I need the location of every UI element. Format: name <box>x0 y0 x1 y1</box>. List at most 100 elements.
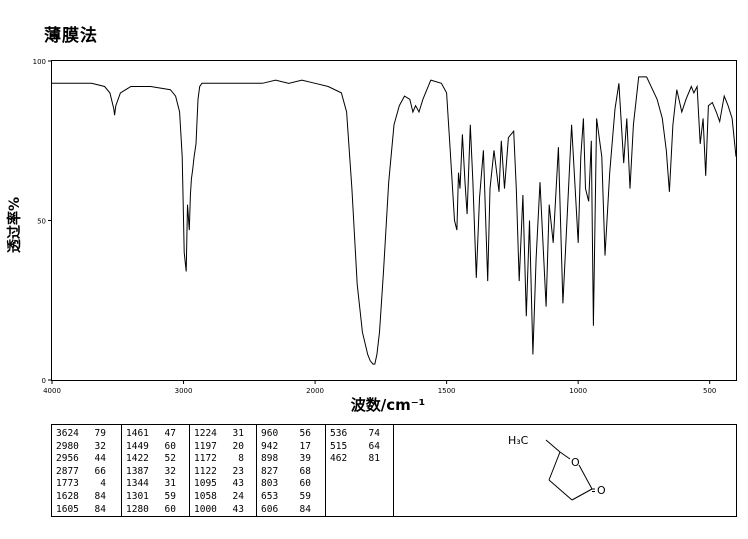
peak-table-column: 1461 47 1449 60 1422 52 1387 32 1344 31 1301 59 1280… <box>122 425 190 516</box>
peak-row: 1122 23 <box>194 466 256 479</box>
peak-row: 1387 32 <box>126 466 189 479</box>
peak-transmittance: 84 <box>94 503 106 515</box>
peak-transmittance: 44 <box>94 453 106 465</box>
peak-transmittance: 32 <box>94 440 106 452</box>
x-axis-ticks: 4000 3000 2000 1500 1000 500 <box>43 380 716 395</box>
peak-row: 942 17 <box>261 441 325 454</box>
peak-wavenumber: 1280 <box>126 503 149 515</box>
peak-transmittance: 79 <box>94 428 106 439</box>
peak-row: 1095 43 <box>194 478 256 491</box>
peak-wavenumber: 1449 <box>126 440 149 452</box>
peak-wavenumber: 515 <box>330 440 348 452</box>
peak-transmittance: 39 <box>299 453 311 465</box>
peak-transmittance: 84 <box>94 490 106 502</box>
peak-row: 653 59 <box>261 491 325 504</box>
peak-row: 2877 66 <box>56 466 121 479</box>
peak-row: 1280 60 <box>126 504 189 517</box>
peak-table-column: 960 56 942 17 898 39 827 68 803 60 653 59 606 84 <box>257 425 326 516</box>
carbonyl-oxygen-label: O <box>597 484 606 497</box>
peak-row: 462 81 <box>330 453 393 466</box>
peak-table: 3624 79 2980 32 2956 44 2877 66 1773 4 1628 84 1605 8… <box>51 424 737 517</box>
peak-transmittance: 60 <box>164 503 176 515</box>
peak-transmittance: 52 <box>164 453 176 465</box>
peak-wavenumber: 1773 <box>56 478 79 490</box>
methyl-label: H₃C <box>508 434 529 447</box>
peak-wavenumber: 1628 <box>56 490 79 502</box>
peak-row: 515 64 <box>330 441 393 454</box>
peak-row: 1344 31 <box>126 478 189 491</box>
ring-oxygen-label: O <box>571 456 580 469</box>
peak-wavenumber: 3624 <box>56 428 79 439</box>
peak-transmittance: 43 <box>232 503 244 515</box>
peak-transmittance: 31 <box>232 428 244 439</box>
peak-row: 898 39 <box>261 453 325 466</box>
peak-wavenumber: 1422 <box>126 453 149 465</box>
transmittance-curve <box>52 76 737 365</box>
peak-transmittance: 31 <box>164 478 176 490</box>
x-tick-label: 1000 <box>569 387 587 395</box>
peak-wavenumber: 1197 <box>194 440 217 452</box>
peak-transmittance: 60 <box>164 440 176 452</box>
peak-row: 1197 20 <box>194 441 256 454</box>
peak-row: 1000 43 <box>194 504 256 517</box>
x-axis-label: 波数/cm⁻¹ <box>351 396 426 414</box>
peak-wavenumber: 536 <box>330 428 348 439</box>
peak-row: 1605 84 <box>56 504 121 517</box>
peak-transmittance: 59 <box>164 490 176 502</box>
y-tick-label: 0 <box>42 377 46 385</box>
peak-wavenumber: 606 <box>261 503 279 515</box>
y-tick-label: 50 <box>37 218 46 226</box>
peak-row: 1224 31 <box>194 428 256 441</box>
peak-transmittance: 59 <box>299 490 311 502</box>
peak-table-column: 1224 31 1197 20 1172 8 1122 23 1095 43 1058 24 1000 4… <box>190 425 257 516</box>
peak-transmittance: 81 <box>368 453 380 465</box>
page-title: 薄膜法 <box>44 26 98 46</box>
peak-row: 536 74 <box>330 428 393 441</box>
plot-frame <box>51 60 737 381</box>
peak-wavenumber: 1000 <box>194 503 217 515</box>
peak-row: 1058 24 <box>194 491 256 504</box>
peak-transmittance: 43 <box>232 478 244 490</box>
peak-transmittance: 66 <box>94 465 106 477</box>
peak-wavenumber: 1387 <box>126 465 149 477</box>
peak-row: 1301 59 <box>126 491 189 504</box>
peak-wavenumber: 653 <box>261 490 279 502</box>
peak-wavenumber: 2956 <box>56 453 79 465</box>
peak-row: 803 60 <box>261 478 325 491</box>
peak-transmittance: 17 <box>299 440 311 452</box>
peak-wavenumber: 898 <box>261 453 279 465</box>
peak-transmittance: 84 <box>299 503 311 515</box>
peak-row: 1628 84 <box>56 491 121 504</box>
peak-wavenumber: 960 <box>261 428 279 439</box>
x-tick-label: 500 <box>703 387 716 395</box>
peak-transmittance: 4 <box>100 478 106 490</box>
peak-transmittance: 64 <box>368 440 380 452</box>
peak-transmittance: 68 <box>299 465 311 477</box>
peak-transmittance: 20 <box>232 440 244 452</box>
x-tick-label: 2000 <box>306 387 324 395</box>
peak-row: 960 56 <box>261 428 325 441</box>
peak-row: 3624 79 <box>56 428 121 441</box>
peak-transmittance: 23 <box>232 465 244 477</box>
peak-wavenumber: 942 <box>261 440 279 452</box>
peak-transmittance: 60 <box>299 478 311 490</box>
peak-wavenumber: 1058 <box>194 490 217 502</box>
peak-row: 1172 8 <box>194 453 256 466</box>
peak-table-column: 3624 79 2980 32 2956 44 2877 66 1773 4 1628 84 1605 8… <box>52 425 122 516</box>
peak-wavenumber: 1461 <box>126 428 149 439</box>
x-tick-label: 1500 <box>438 387 456 395</box>
peak-wavenumber: 462 <box>330 453 348 465</box>
peak-transmittance: 32 <box>164 465 176 477</box>
peak-table-column: 536 74 515 64 462 81 <box>326 425 394 516</box>
peak-wavenumber: 1301 <box>126 490 149 502</box>
peak-transmittance: 47 <box>164 428 176 439</box>
x-tick-label: 3000 <box>175 387 193 395</box>
peak-transmittance: 24 <box>232 490 244 502</box>
peak-wavenumber: 1224 <box>194 428 217 439</box>
peak-wavenumber: 2877 <box>56 465 79 477</box>
peak-wavenumber: 1172 <box>194 453 217 465</box>
peak-transmittance: 8 <box>238 453 244 465</box>
peak-wavenumber: 1122 <box>194 465 217 477</box>
peak-row: 2980 32 <box>56 441 121 454</box>
